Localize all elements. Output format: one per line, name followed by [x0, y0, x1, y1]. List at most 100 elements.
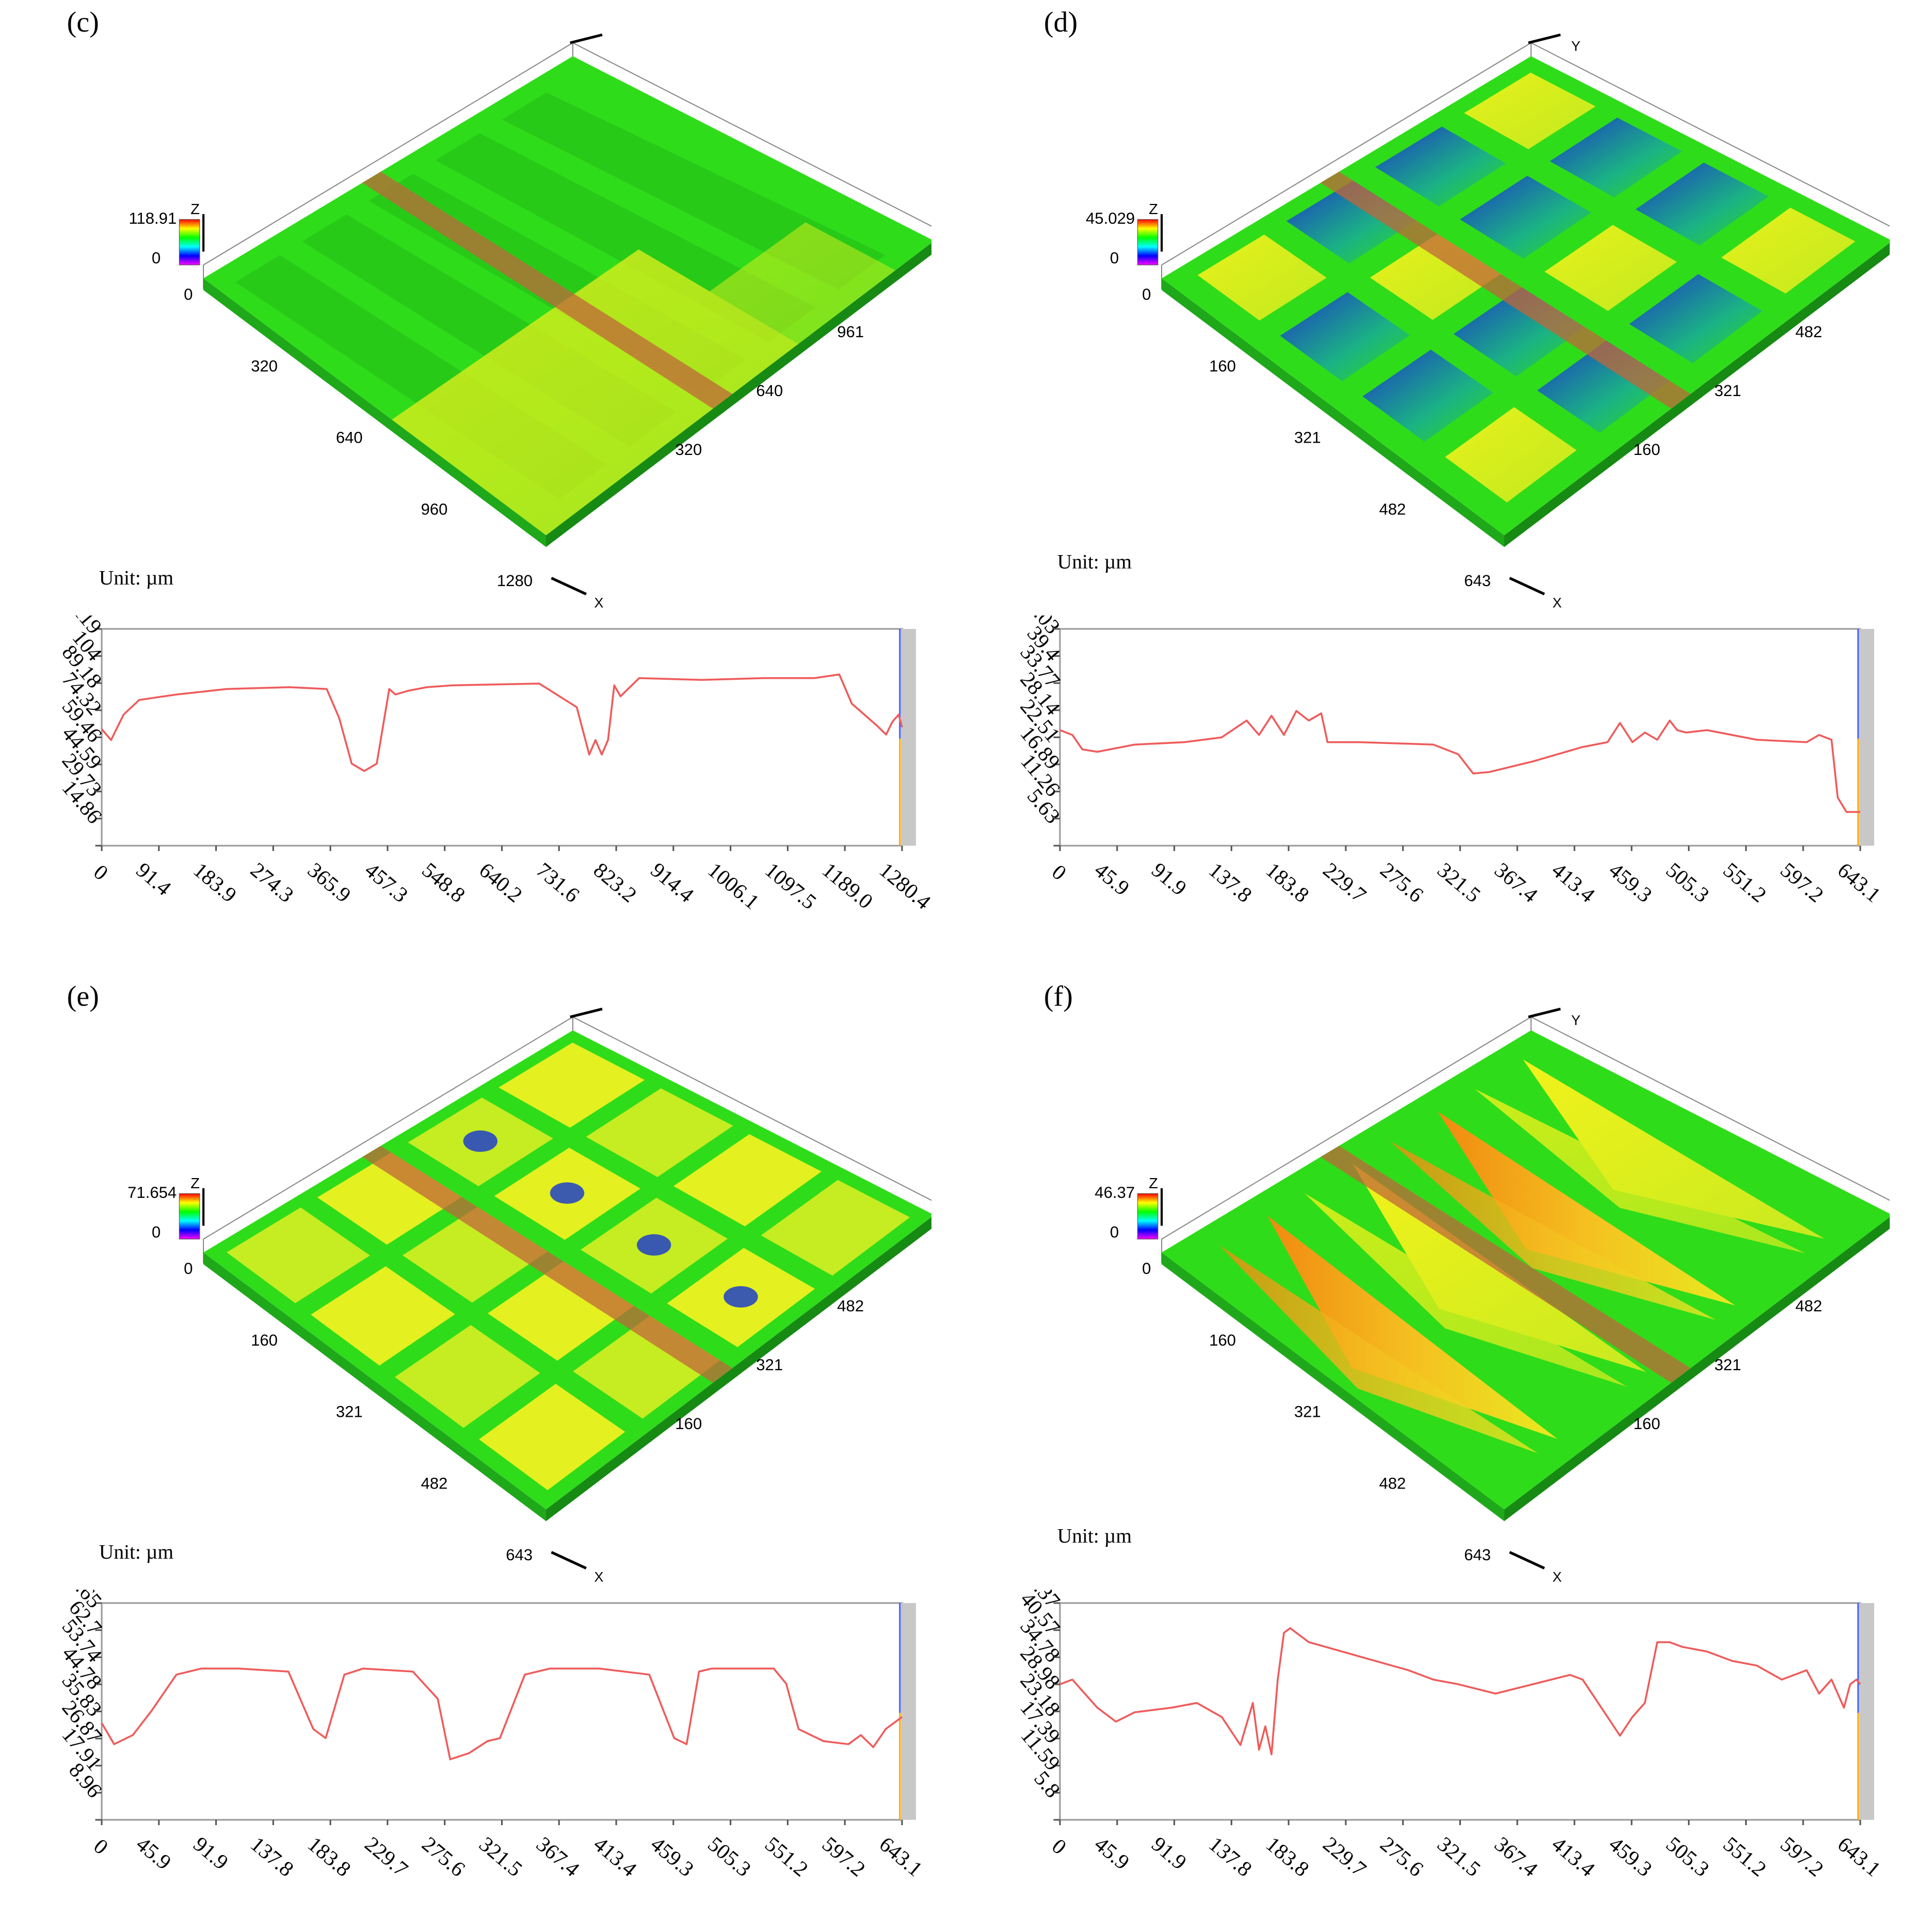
x-tick-label: 643	[506, 1546, 533, 1564]
profile-scan-strip	[1320, 171, 1691, 409]
x-axis-letter: X	[1552, 595, 1562, 611]
cursor-bar	[1859, 1603, 1874, 1820]
x-tick-label: 367.4	[532, 1832, 585, 1881]
x-tick-label: 365.9	[303, 857, 355, 907]
x-tick-label: 457.3	[360, 857, 413, 907]
x-tick-label: 321.5	[475, 1832, 527, 1881]
x-tick-label: 183.8	[303, 1832, 355, 1881]
x-tick-label: 0	[89, 1834, 113, 1859]
x-axis-arrow	[1509, 576, 1545, 596]
x-tick-label: 91.4	[132, 857, 176, 900]
y-tick-label: 961	[837, 323, 864, 341]
profile-scan-strip	[1320, 1145, 1691, 1383]
y-tick-label: 160	[675, 1415, 702, 1433]
unit-label: Unit: µm	[1057, 551, 1132, 573]
x-tick-label: 960	[421, 500, 448, 518]
x-tick-label: 0	[184, 1260, 193, 1278]
x-tick-label: 640.2	[475, 857, 527, 907]
surface-pit	[463, 1130, 498, 1152]
surface-block	[1721, 207, 1855, 294]
z-min-label: 0	[1110, 249, 1119, 267]
y-tick-label: 482	[1795, 1297, 1822, 1315]
y-tick-label: 321	[1715, 382, 1741, 400]
x-tick-label: 1097.5	[761, 857, 821, 914]
profile-series-line	[101, 1667, 903, 1760]
bounding-box-edge	[203, 1016, 573, 1240]
surface-block	[1629, 274, 1763, 363]
y-tick-label: 160	[1633, 1415, 1660, 1433]
x-axis-letter: X	[594, 595, 603, 611]
y-axis-arrow	[1528, 1007, 1561, 1019]
surface-side	[1504, 242, 1890, 547]
surface-pad	[761, 1180, 910, 1276]
x-tick-label: 1280.4	[875, 857, 931, 914]
surface-side	[1162, 1252, 1504, 1521]
surface-pad	[498, 1042, 645, 1128]
surface-block	[1375, 126, 1506, 207]
x-tick-label: 183.8	[1261, 857, 1314, 907]
x-tick-label: 367.4	[1490, 857, 1543, 907]
x-tick-label: 137.8	[1204, 857, 1257, 907]
x-tick-label: 160	[251, 1332, 278, 1349]
bounding-box-edge	[1161, 1016, 1532, 1240]
surface-yellow-region	[709, 222, 896, 344]
surface-block	[1445, 407, 1577, 503]
z-max-label: 71.654	[127, 1184, 177, 1202]
z-min-label: 0	[151, 249, 161, 267]
profile-scan-strip	[362, 171, 732, 409]
x-tick-label: 137.8	[1204, 1832, 1257, 1881]
x-tick-label: 643	[1464, 572, 1491, 590]
x-axis-letter: X	[594, 1569, 603, 1585]
x-axis-letter: X	[1552, 1569, 1562, 1585]
surface-block	[1280, 292, 1410, 382]
color-scale-legend	[1137, 219, 1158, 265]
plot-frame	[1059, 1602, 1861, 1821]
x-tick-label: 137.8	[246, 1832, 299, 1881]
y-axis-arrow	[570, 1007, 603, 1019]
x-tick-label: 823.2	[589, 857, 641, 907]
height-profile-chart: 71.6562.753.7444.7835.8326.8717.918.9604…	[57, 1590, 927, 1881]
x-tick-label: 321	[336, 1403, 362, 1421]
x-tick-label: 275.6	[1376, 1832, 1428, 1881]
surface-pit	[550, 1182, 585, 1204]
x-tick-label: 505.3	[703, 1832, 756, 1881]
surface-block	[1362, 350, 1494, 442]
bounding-box-edge	[1531, 42, 1890, 227]
y-axis-letter: Y	[1571, 38, 1580, 54]
x-tick-label: 548.8	[418, 857, 470, 907]
x-tick-label: 413.4	[589, 1832, 641, 1881]
x-tick-label: 505.3	[1662, 857, 1714, 907]
bounding-box-edge	[1161, 42, 1532, 265]
plot-frame	[101, 1602, 903, 1821]
x-tick-label: 1189.0	[817, 857, 877, 913]
x-tick-label: 640	[336, 429, 362, 447]
surface-triangle	[1219, 1245, 1538, 1454]
cursor-bar	[901, 1603, 916, 1820]
bounding-box-edge	[203, 42, 573, 265]
surface-pit	[637, 1234, 671, 1256]
panel-label: (c)	[67, 6, 99, 38]
x-tick-label: 0	[184, 286, 193, 303]
x-tick-label: 482	[421, 1475, 448, 1492]
x-tick-label: 160	[1209, 1332, 1236, 1349]
surface-block	[1460, 176, 1592, 259]
x-tick-label: 275.6	[1376, 857, 1428, 907]
cursor-bar	[901, 629, 916, 846]
profile-series-line	[1059, 710, 1860, 813]
x-tick-label: 459.3	[1604, 857, 1657, 907]
x-axis-arrow	[550, 1551, 587, 1570]
x-tick-label: 413.4	[1547, 857, 1600, 907]
x-tick-label: 551.2	[1719, 1832, 1771, 1881]
z-axis-letter: Z	[1149, 201, 1158, 217]
x-tick-label: 160	[1209, 358, 1236, 375]
unit-label: Unit: µm	[99, 1541, 174, 1563]
x-tick-label: 183.9	[189, 857, 241, 907]
x-tick-label: 551.2	[1719, 857, 1771, 907]
x-tick-label: 321	[1294, 429, 1321, 447]
x-tick-label: 45.9	[1090, 1832, 1134, 1874]
x-tick-label: 321.5	[1433, 857, 1486, 907]
surface-pit	[723, 1286, 758, 1308]
panel-c: (c) 118.91 0 Z 0 320 640 960 1280 X 320 640 961 Uni…	[0, 0, 931, 921]
surface-side	[546, 1217, 931, 1521]
